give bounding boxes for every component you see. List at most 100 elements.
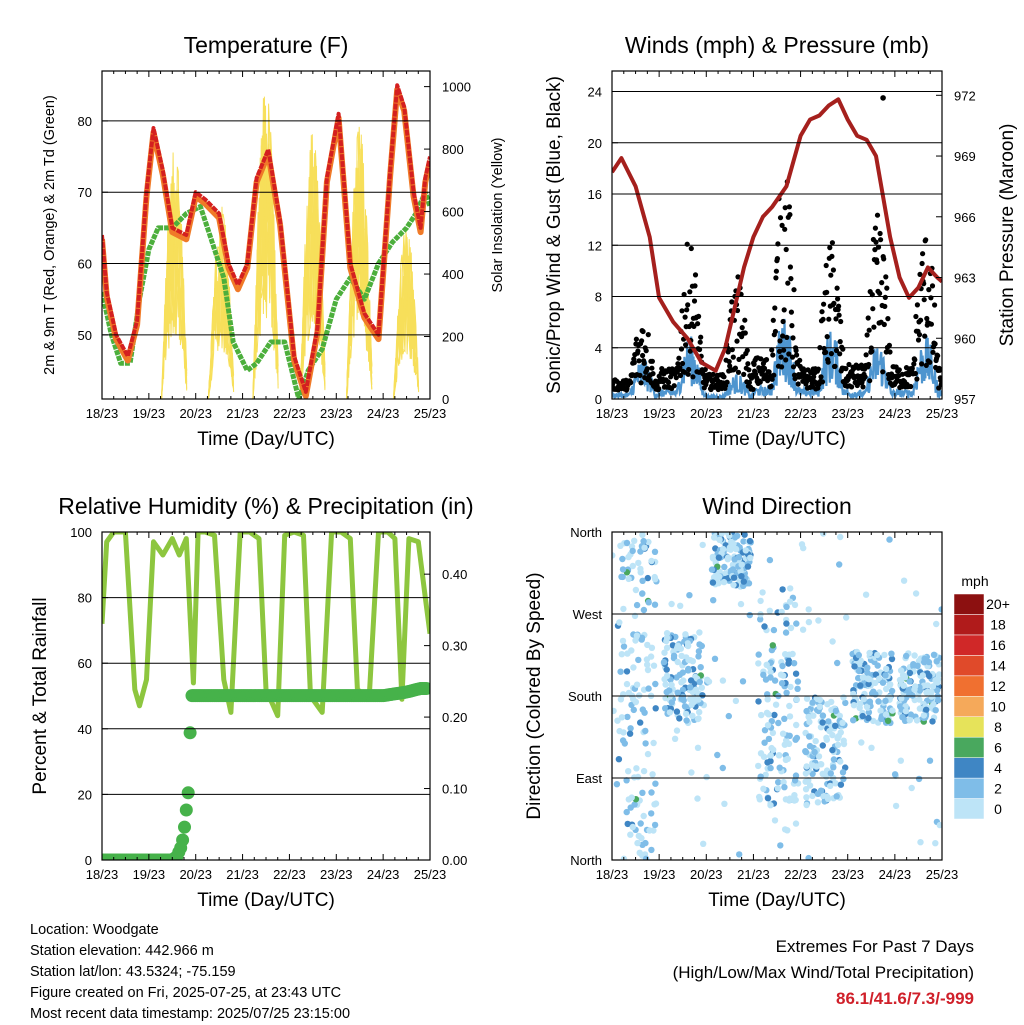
- direction-point: [634, 839, 641, 847]
- direction-point: [764, 696, 771, 703]
- direction-point: [767, 752, 774, 759]
- x-tick-label: 23/23: [831, 406, 864, 421]
- direction-point: [734, 532, 741, 540]
- direction-point: [624, 713, 631, 721]
- direction-point: [882, 672, 889, 679]
- wind-gust-point: [641, 360, 647, 366]
- plot-area: [102, 83, 430, 399]
- direction-point: [827, 782, 834, 790]
- wind-gust-point: [690, 374, 696, 380]
- direction-point: [630, 664, 637, 671]
- wind-gust-point: [773, 275, 779, 281]
- wind-gust-point: [919, 361, 925, 367]
- direction-point: [619, 637, 627, 645]
- direction-point: [820, 532, 827, 537]
- plot-border: [101, 531, 431, 861]
- wind-gust-point: [882, 303, 888, 309]
- direction-point: [859, 674, 867, 681]
- direction-point: [864, 669, 871, 676]
- direction-point: [619, 573, 626, 581]
- wind-gust-point: [795, 381, 801, 387]
- direction-point: [792, 796, 799, 804]
- x-tick-label: 25/23: [414, 406, 447, 421]
- wind-gust-point: [783, 357, 789, 363]
- wind-gust-point: [870, 306, 876, 312]
- x-tick-label: 21/23: [737, 406, 770, 421]
- direction-point: [690, 698, 698, 705]
- x-tick-label: 18/23: [86, 406, 119, 421]
- direction-point: [930, 651, 938, 658]
- direction-point: [892, 802, 900, 810]
- wind-gust-point: [691, 323, 697, 329]
- precip-point: [178, 820, 191, 834]
- direction-point: [779, 586, 786, 593]
- wind-gust-point: [789, 323, 795, 329]
- colorbar-swatch: [953, 675, 985, 697]
- wind-gust-point: [730, 354, 736, 360]
- wind-gust-point: [631, 360, 637, 366]
- wind-gust-point: [781, 307, 787, 313]
- wind-gust-point: [682, 314, 688, 320]
- wind-gust-point: [820, 316, 826, 322]
- direction-point: [745, 580, 753, 587]
- y-tick-label: 0: [85, 853, 92, 868]
- direction-point: [803, 794, 810, 801]
- direction-point: [919, 672, 926, 679]
- direction-point: [897, 667, 905, 674]
- wind-gust-point: [815, 366, 822, 372]
- direction-point: [708, 566, 716, 573]
- wind-gust-point: [790, 364, 797, 370]
- direction-point: [800, 544, 807, 552]
- direction-point: [740, 538, 747, 545]
- wind-gust-point: [735, 274, 741, 280]
- direction-point: [785, 740, 793, 747]
- x-tick-label: 25/23: [414, 867, 447, 882]
- direction-point: [779, 662, 786, 670]
- panel-4: Wind Direction 18/23 19/23 20/23 21/23 22/23 2…: [524, 493, 958, 911]
- direction-point: [627, 725, 634, 732]
- direction-point: [746, 611, 753, 619]
- wind-gust-point: [838, 318, 844, 325]
- y-tick-label-right: 0.20: [442, 710, 467, 725]
- colorbar-label: 18: [990, 617, 1006, 633]
- x-tick-label: 20/23: [690, 867, 723, 882]
- direction-point: [783, 603, 790, 610]
- wind-gust-point: [920, 251, 926, 257]
- wind-gust-point: [685, 371, 691, 377]
- direction-point: [625, 768, 632, 775]
- direction-point: [827, 770, 834, 777]
- direction-point: [677, 602, 684, 609]
- direction-point: [819, 742, 826, 749]
- x-tick-label: 24/23: [367, 867, 400, 882]
- direction-point: [763, 661, 770, 668]
- y-tick-label: 100: [70, 525, 92, 540]
- direction-point: [837, 758, 844, 765]
- direction-point: [815, 753, 823, 760]
- direction-point: [840, 694, 847, 701]
- wind-gust-point: [736, 356, 742, 362]
- wind-gust-point: [846, 361, 852, 368]
- direction-point: [652, 680, 659, 688]
- wind-gust-point: [918, 317, 924, 323]
- direction-point: [642, 727, 649, 735]
- colorbar-label: 10: [990, 699, 1006, 715]
- wind-gust-point: [688, 245, 694, 252]
- direction-point: [715, 573, 723, 580]
- direction-point: [704, 676, 711, 683]
- wind-gust-point: [692, 283, 698, 289]
- direction-point: [678, 679, 685, 686]
- direction-point: [726, 532, 733, 539]
- direction-point: [623, 539, 631, 547]
- wind-gust-point: [746, 379, 753, 386]
- direction-point: [780, 778, 787, 786]
- y-tick-label-right: 0.40: [442, 567, 467, 582]
- direction-point: [632, 586, 640, 594]
- direction-point: [625, 575, 632, 583]
- colorbar-swatch: [953, 634, 985, 656]
- direction-point: [639, 841, 646, 848]
- direction-point: [785, 660, 792, 667]
- direction-point: [907, 711, 915, 718]
- direction-point: [633, 681, 641, 688]
- direction-point: [839, 769, 847, 776]
- y-axis-label-right: Station Pressure (Maroon): [997, 124, 1018, 347]
